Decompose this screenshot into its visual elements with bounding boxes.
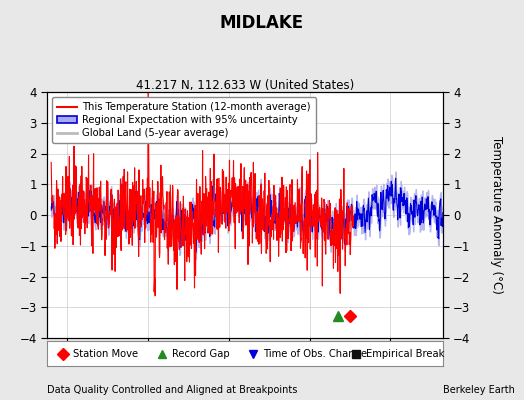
Y-axis label: Temperature Anomaly (°C): Temperature Anomaly (°C) (490, 136, 503, 294)
Text: Station Move: Station Move (73, 348, 138, 358)
Text: Time of Obs. Change: Time of Obs. Change (263, 348, 367, 358)
Text: Empirical Break: Empirical Break (366, 348, 444, 358)
Text: MIDLAKE: MIDLAKE (220, 14, 304, 32)
Title: 41.217 N, 112.633 W (United States): 41.217 N, 112.633 W (United States) (136, 79, 354, 92)
Text: Data Quality Controlled and Aligned at Breakpoints: Data Quality Controlled and Aligned at B… (47, 385, 298, 395)
Text: Record Gap: Record Gap (172, 348, 230, 358)
Text: Berkeley Earth: Berkeley Earth (443, 385, 515, 395)
Legend: This Temperature Station (12-month average), Regional Expectation with 95% uncer: This Temperature Station (12-month avera… (52, 97, 315, 143)
